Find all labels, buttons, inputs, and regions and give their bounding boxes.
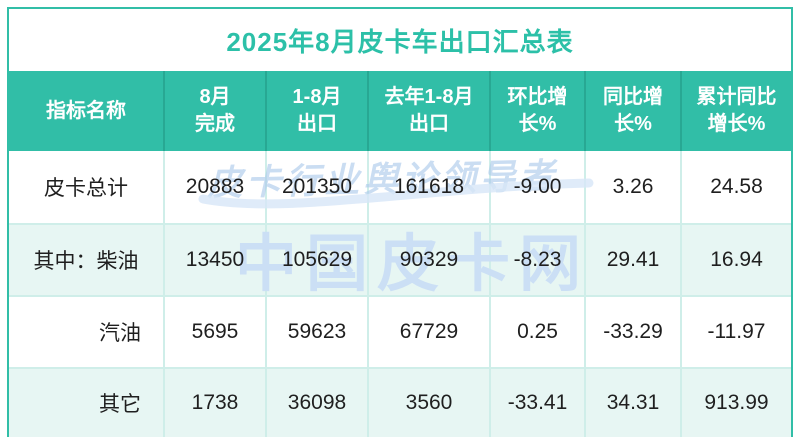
cell-value: 201350 xyxy=(265,151,367,223)
table-body: 皮卡行业舆论领导者 中国皮卡网 皮卡总计 20883 201350 161618… xyxy=(9,151,791,437)
table-row-total: 皮卡总计 20883 201350 161618 -9.00 3.26 24.5… xyxy=(9,151,791,223)
row-label: 皮卡总计 xyxy=(44,177,128,200)
cell-value: -33.29 xyxy=(584,297,680,367)
cell-value: 16.94 xyxy=(680,225,791,295)
cell-value: 0.25 xyxy=(489,297,584,367)
cell-value: -9.00 xyxy=(489,151,584,223)
cell-value: 90329 xyxy=(367,225,489,295)
cell-value: -8.23 xyxy=(489,225,584,295)
cell-value: 36098 xyxy=(265,369,367,437)
row-label: 其它 xyxy=(99,393,141,416)
table-row-other: 其它 1738 36098 3560 -33.41 34.31 913.99 xyxy=(9,367,791,437)
row-label: 其中：柴油 xyxy=(33,250,139,273)
header-cell-indicator: 指标名称 xyxy=(46,99,126,122)
cell-value: 59623 xyxy=(265,297,367,367)
cell-value: -11.97 xyxy=(680,297,791,367)
cell-value: 161618 xyxy=(367,151,489,223)
table-header-row: 指标名称 8月 完成 1-8月 出口 去年1-8月 出口 环比增 长% 同比增 … xyxy=(9,71,791,151)
cell-value: 67729 xyxy=(367,297,489,367)
cell-value: 3560 xyxy=(367,369,489,437)
cell-value: 34.31 xyxy=(584,369,680,437)
page-title: 2025年8月皮卡车出口汇总表 xyxy=(226,26,574,57)
cell-value: 20883 xyxy=(163,151,265,223)
cell-value: 3.26 xyxy=(584,151,680,223)
header-cell-lastyear-export: 去年1-8月 出口 xyxy=(367,71,489,151)
summary-table-card: 2025年8月皮卡车出口汇总表 指标名称 8月 完成 1-8月 出口 去年1-8… xyxy=(7,7,793,437)
cell-value: -33.41 xyxy=(489,369,584,437)
cell-value: 1738 xyxy=(163,369,265,437)
title-bar: 2025年8月皮卡车出口汇总表 xyxy=(9,9,791,71)
cell-value: 24.58 xyxy=(680,151,791,223)
row-label: 汽油 xyxy=(99,322,141,345)
header-cell-yoy-growth: 同比增 长% xyxy=(584,71,680,151)
header-cell-cumulative-yoy: 累计同比 增长% xyxy=(680,71,791,151)
cell-value: 29.41 xyxy=(584,225,680,295)
cell-value: 913.99 xyxy=(680,369,791,437)
cell-value: 105629 xyxy=(265,225,367,295)
cell-value: 5695 xyxy=(163,297,265,367)
cell-value: 13450 xyxy=(163,225,265,295)
header-cell-mom-growth: 环比增 长% xyxy=(489,71,584,151)
header-cell-jan-aug-export: 1-8月 出口 xyxy=(265,71,367,151)
table-row-diesel: 其中：柴油 13450 105629 90329 -8.23 29.41 16.… xyxy=(9,223,791,295)
table-row-gasoline: 汽油 5695 59623 67729 0.25 -33.29 -11.97 xyxy=(9,295,791,367)
header-cell-august-done: 8月 完成 xyxy=(163,71,265,151)
